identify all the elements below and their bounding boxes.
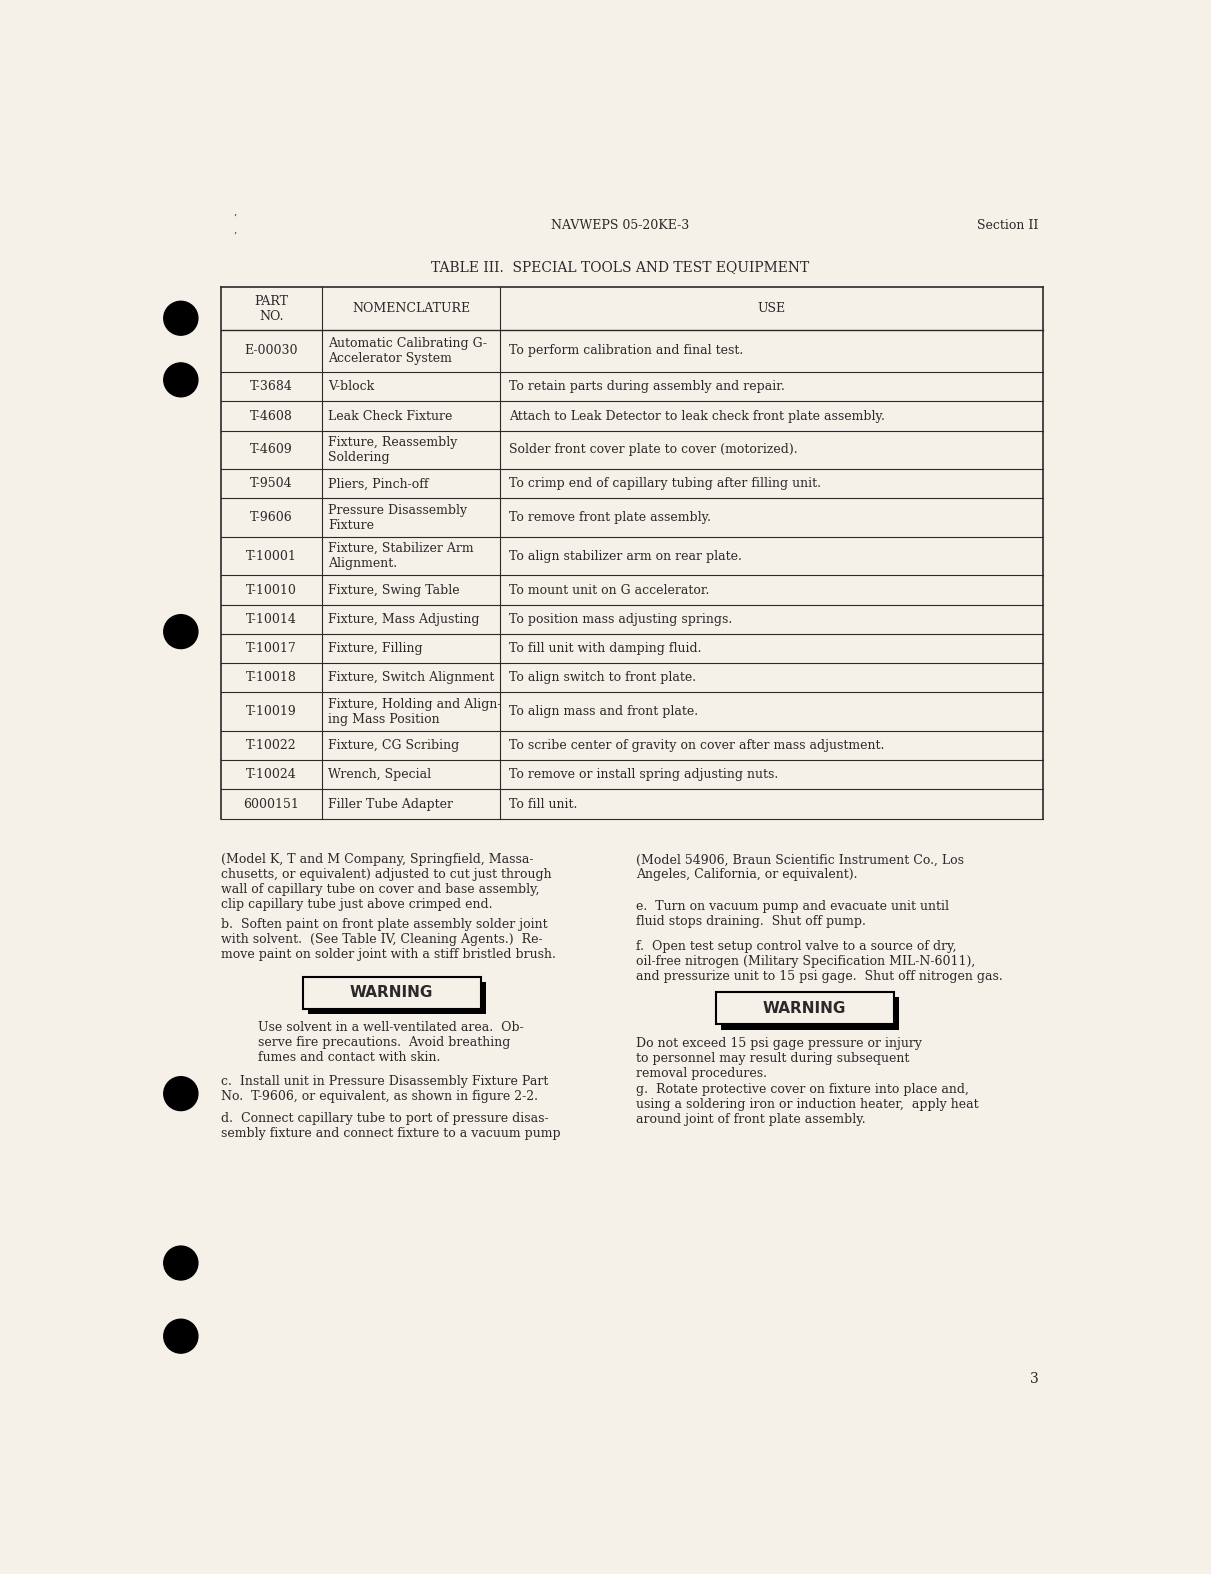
Text: To remove or install spring adjusting nuts.: To remove or install spring adjusting nu… bbox=[510, 768, 779, 781]
Text: Attach to Leak Detector to leak check front plate assembly.: Attach to Leak Detector to leak check fr… bbox=[510, 409, 885, 422]
Bar bbox=[721, 998, 900, 1029]
Text: T-10010: T-10010 bbox=[246, 584, 297, 597]
Text: Wrench, Special: Wrench, Special bbox=[328, 768, 431, 781]
Text: To fill unit with damping fluid.: To fill unit with damping fluid. bbox=[510, 642, 702, 655]
Text: T-10024: T-10024 bbox=[246, 768, 297, 781]
Circle shape bbox=[163, 364, 197, 397]
Text: Fixture, Swing Table: Fixture, Swing Table bbox=[328, 584, 460, 597]
Text: T-10018: T-10018 bbox=[246, 672, 297, 685]
Text: To align mass and front plate.: To align mass and front plate. bbox=[510, 705, 699, 718]
Text: WARNING: WARNING bbox=[763, 1001, 846, 1015]
Text: ’: ’ bbox=[234, 214, 236, 222]
Text: Fixture, Stabilizer Arm
Alignment.: Fixture, Stabilizer Arm Alignment. bbox=[328, 541, 474, 570]
Text: Fixture, Switch Alignment: Fixture, Switch Alignment bbox=[328, 672, 494, 685]
Text: To position mass adjusting springs.: To position mass adjusting springs. bbox=[510, 612, 733, 626]
Text: T-10022: T-10022 bbox=[246, 740, 297, 752]
Circle shape bbox=[163, 1247, 197, 1280]
Text: T-10001: T-10001 bbox=[246, 549, 297, 562]
Text: Fixture, Reassembly
Soldering: Fixture, Reassembly Soldering bbox=[328, 436, 458, 464]
Text: To scribe center of gravity on cover after mass adjustment.: To scribe center of gravity on cover aft… bbox=[510, 740, 885, 752]
Text: Fixture, CG Scribing: Fixture, CG Scribing bbox=[328, 740, 459, 752]
Text: Solder front cover plate to cover (motorized).: Solder front cover plate to cover (motor… bbox=[510, 444, 798, 456]
Text: T-9504: T-9504 bbox=[251, 477, 293, 490]
Text: Fixture, Filling: Fixture, Filling bbox=[328, 642, 423, 655]
Text: Filler Tube Adapter: Filler Tube Adapter bbox=[328, 798, 453, 811]
Text: Use solvent in a well-ventilated area.  Ob-
serve fire precautions.  Avoid breat: Use solvent in a well-ventilated area. O… bbox=[258, 1022, 524, 1064]
Text: NOMENCLATURE: NOMENCLATURE bbox=[352, 302, 470, 315]
Bar bbox=[308, 982, 486, 1014]
Text: To fill unit.: To fill unit. bbox=[510, 798, 578, 811]
Text: (Model K, T and M Company, Springfield, Massa-
chusetts, or equivalent) adjusted: (Model K, T and M Company, Springfield, … bbox=[222, 853, 552, 911]
Text: T-10017: T-10017 bbox=[246, 642, 297, 655]
Text: 3: 3 bbox=[1031, 1371, 1039, 1385]
Text: Pressure Disassembly
Fixture: Pressure Disassembly Fixture bbox=[328, 504, 467, 532]
Text: Automatic Calibrating G-
Accelerator System: Automatic Calibrating G- Accelerator Sys… bbox=[328, 337, 487, 365]
Text: Section II: Section II bbox=[977, 219, 1039, 233]
Text: Do not exceed 15 psi gage pressure or injury
to personnel may result during subs: Do not exceed 15 psi gage pressure or in… bbox=[636, 1037, 922, 1080]
Text: To perform calibration and final test.: To perform calibration and final test. bbox=[510, 345, 744, 357]
Text: WARNING: WARNING bbox=[350, 985, 434, 999]
Text: T-10014: T-10014 bbox=[246, 612, 297, 626]
Text: f.  Open test setup control valve to a source of dry,
oil-free nitrogen (Militar: f. Open test setup control valve to a so… bbox=[636, 940, 1003, 982]
Bar bbox=[303, 976, 481, 1009]
Circle shape bbox=[163, 301, 197, 335]
Text: To crimp end of capillary tubing after filling unit.: To crimp end of capillary tubing after f… bbox=[510, 477, 821, 490]
Text: d.  Connect capillary tube to port of pressure disas-
sembly fixture and connect: d. Connect capillary tube to port of pre… bbox=[222, 1113, 561, 1140]
Text: V-block: V-block bbox=[328, 381, 374, 394]
Text: T-3684: T-3684 bbox=[249, 381, 293, 394]
Text: T-4609: T-4609 bbox=[251, 444, 293, 456]
Text: TABLE III.  SPECIAL TOOLS AND TEST EQUIPMENT: TABLE III. SPECIAL TOOLS AND TEST EQUIPM… bbox=[431, 260, 809, 274]
Text: To retain parts during assembly and repair.: To retain parts during assembly and repa… bbox=[510, 381, 785, 394]
Text: T-9606: T-9606 bbox=[251, 512, 293, 524]
Text: g.  Rotate protective cover on fixture into place and,
using a soldering iron or: g. Rotate protective cover on fixture in… bbox=[636, 1083, 978, 1125]
Text: To align stabilizer arm on rear plate.: To align stabilizer arm on rear plate. bbox=[510, 549, 742, 562]
Text: Leak Check Fixture: Leak Check Fixture bbox=[328, 409, 453, 422]
Text: Pliers, Pinch-off: Pliers, Pinch-off bbox=[328, 477, 429, 490]
Text: PART
NO.: PART NO. bbox=[254, 294, 288, 323]
Bar bbox=[716, 992, 894, 1025]
Text: 6000151: 6000151 bbox=[243, 798, 299, 811]
Text: e.  Turn on vacuum pump and evacuate unit until
fluid stops draining.  Shut off : e. Turn on vacuum pump and evacuate unit… bbox=[636, 900, 948, 927]
Text: ’: ’ bbox=[234, 231, 236, 241]
Text: T-10019: T-10019 bbox=[246, 705, 297, 718]
Text: E-00030: E-00030 bbox=[245, 345, 298, 357]
Circle shape bbox=[163, 1077, 197, 1111]
Text: Fixture, Mass Adjusting: Fixture, Mass Adjusting bbox=[328, 612, 480, 626]
Circle shape bbox=[163, 1319, 197, 1354]
Circle shape bbox=[163, 615, 197, 648]
Text: b.  Soften paint on front plate assembly solder joint
with solvent.  (See Table : b. Soften paint on front plate assembly … bbox=[222, 918, 556, 962]
Text: USE: USE bbox=[757, 302, 786, 315]
Text: To remove front plate assembly.: To remove front plate assembly. bbox=[510, 512, 711, 524]
Text: T-4608: T-4608 bbox=[249, 409, 293, 422]
Text: Fixture, Holding and Align-
ing Mass Position: Fixture, Holding and Align- ing Mass Pos… bbox=[328, 697, 501, 726]
Text: (Model 54906, Braun Scientific Instrument Co., Los
Angeles, California, or equiv: (Model 54906, Braun Scientific Instrumen… bbox=[636, 853, 964, 881]
Text: To align switch to front plate.: To align switch to front plate. bbox=[510, 672, 696, 685]
Text: c.  Install unit in Pressure Disassembly Fixture Part
No.  T-9606, or equivalent: c. Install unit in Pressure Disassembly … bbox=[222, 1075, 549, 1103]
Text: To mount unit on G accelerator.: To mount unit on G accelerator. bbox=[510, 584, 710, 597]
Text: NAVWEPS 05-20KE-3: NAVWEPS 05-20KE-3 bbox=[551, 219, 689, 233]
